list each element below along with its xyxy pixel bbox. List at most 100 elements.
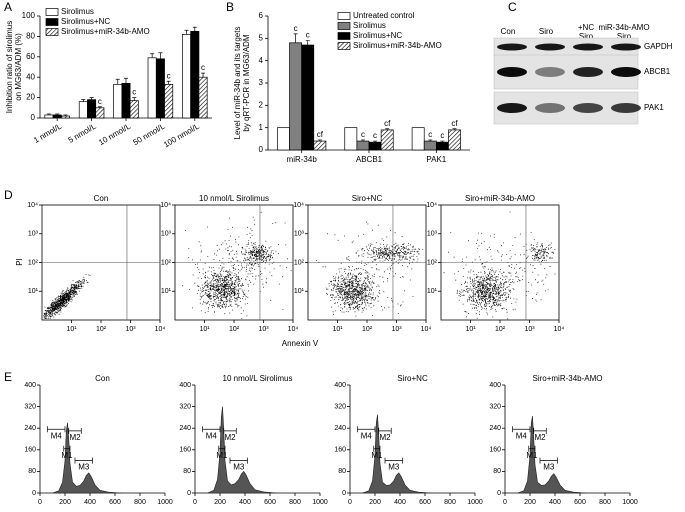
y-tick-label: 320 [24,403,36,410]
x-tick-label: 1 nmol/L [32,121,64,144]
y-tick-label: 10³ [28,231,39,238]
significance-label: cf [384,119,391,128]
gate-label: M1 [61,451,73,460]
gate-label: M4 [51,431,63,440]
bar [380,129,394,151]
x-tick-label: 600 [109,499,121,506]
bar [368,141,382,151]
gate-bracket [533,427,547,434]
panel-label: D [4,188,13,202]
legend-label: Sirolimus [353,21,386,30]
x-tick-label: 800 [444,499,456,506]
gate-bracket [47,426,66,433]
bar [182,34,192,119]
y-tick-label: 20 [26,93,35,102]
bar [301,44,315,151]
y-tick-label: 10¹ [427,288,438,295]
significance-label: c [306,31,310,40]
gate-bracket [218,445,226,452]
y-tick-label: 6 [259,11,264,20]
y-tick-label: 10⁴ [426,202,437,209]
panel-title: Siro+NC [397,374,428,383]
gate-bracket [512,426,531,433]
blot-band [611,103,641,113]
significance-label: c [167,71,171,80]
x-tick-label: 10⁴ [288,326,299,333]
y-axis-label: by qRT-PCR in MG63/ADM [242,34,251,132]
error-bar [360,139,365,142]
blot-band [573,43,603,51]
y-tick-label: 80 [28,468,36,475]
x-tick-label: 50 nmol/L [132,121,167,147]
significance-label: c [294,24,298,33]
x-tick-label: 400 [239,499,251,506]
bar [95,107,105,119]
significance-label: c [98,97,102,106]
bar [277,127,290,151]
gate-label: M1 [371,451,383,460]
x-tick-label: 1000 [622,499,638,506]
x-tick-label: 400 [549,499,561,506]
y-tick-label: 10³ [161,231,172,238]
y-tick-label: 40 [26,72,35,81]
y-tick-label: 400 [334,382,346,389]
error-bar [115,78,120,85]
y-tick-label: 320 [179,403,191,410]
gate-bracket [223,427,237,434]
bar [313,140,327,151]
panel-title: 10 nmol/L Sirolimus [199,194,269,203]
error-bar [317,139,322,142]
row-label: PAK1 [644,103,664,112]
significance-label: c [201,63,205,72]
gate-label: M2 [224,433,236,442]
bar [344,127,358,151]
bar [155,58,165,119]
x-tick-label: 10 nmol/L [97,121,132,147]
y-tick-label: 160 [334,447,346,454]
x-tick-label: 10² [495,326,506,333]
x-tick-label: 1000 [157,499,173,506]
bar [164,83,174,119]
x-tick-label: miR-34b [287,155,318,164]
y-tick-label: 5 [259,33,264,42]
error-bar [373,140,378,143]
y-tick-label: 0 [259,145,264,154]
x-tick-label: 10² [96,326,107,333]
y-tick-label: 10⁴ [160,202,171,209]
y-tick-label: 1 [259,123,264,132]
x-tick-label: 400 [84,499,96,506]
y-tick-label: 10⁴ [27,202,38,209]
bar [190,30,200,119]
gate-bracket [63,445,71,452]
y-tick-label: 400 [24,382,36,389]
bar [423,140,437,151]
x-tick-label: 200 [369,499,381,506]
gate-label: M2 [534,433,546,442]
y-tick-label: 0 [342,490,346,497]
y-tick-label: 240 [334,425,346,432]
histogram-area [517,416,587,494]
gate-bracket [202,426,221,433]
blot-band [535,103,565,113]
bar [52,114,62,119]
gate-label: M4 [206,431,218,440]
gate-label: M3 [388,463,400,472]
error-bar [81,99,86,102]
error-bar [385,128,390,130]
bar [356,140,370,151]
y-axis-label: PI [15,258,24,266]
dot-cloud [182,211,292,319]
gate-label: M3 [543,463,555,472]
legend-swatch [337,12,351,20]
x-tick-label: 100 nmol/L [162,121,201,149]
panel-label: C [508,0,517,14]
y-tick-label: 10⁴ [293,202,304,209]
panel-title: Siro+miR-34b-AMO [465,194,535,203]
dot-cloud [43,274,91,319]
y-tick-label: 240 [489,425,501,432]
x-tick-label: 200 [214,499,226,506]
gate-bracket [378,427,392,434]
row-label: ABCB1 [644,67,671,76]
y-tick-label: 10² [161,259,172,266]
x-tick-label: 10² [229,326,240,333]
